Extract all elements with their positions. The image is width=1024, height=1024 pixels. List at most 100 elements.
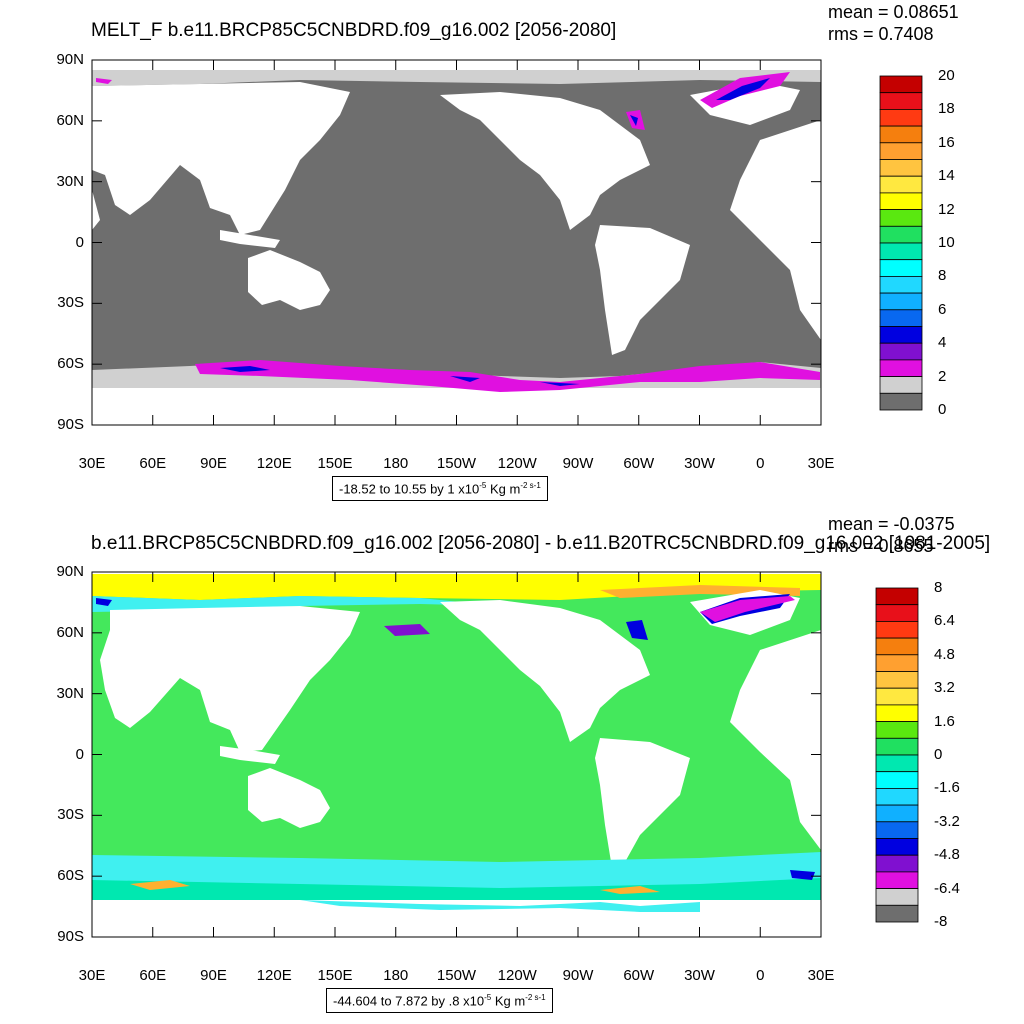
y-tick-label: 0 [75, 233, 84, 251]
legend-label: 3.2 [934, 679, 955, 697]
legend-color-box [875, 804, 919, 823]
legend-label: 0 [938, 401, 947, 418]
legend-color-box [875, 721, 919, 739]
legend-label: 16 [938, 133, 955, 151]
panel2-units-exp: -5 [484, 993, 492, 1002]
legend-label: 6 [938, 300, 947, 318]
panel1-contour-info: -18.52 to 10.55 by 1 x10-5 Kg m-2 s-1 [332, 476, 548, 502]
x-tick-label: 30E [807, 967, 835, 984]
panel2-indonesia [220, 746, 280, 764]
x-tick-label: 180 [383, 455, 409, 472]
legend-color-box [875, 854, 919, 873]
legend-label: 0 [934, 746, 943, 763]
legend-color-box [879, 259, 923, 277]
y-tick-label: 60S [57, 867, 84, 885]
x-tick-label: 30E [807, 455, 835, 472]
panel1-europe-africa [730, 120, 821, 340]
legend-color-box [879, 209, 923, 227]
y-tick-label: 90S [57, 928, 84, 945]
y-tick-label: 60S [57, 355, 84, 373]
panel1-rms: rms = 0.7408 [828, 24, 934, 44]
legend-color-box [879, 359, 923, 377]
panel1-indonesia [220, 230, 280, 248]
legend-color-box [879, 125, 923, 144]
legend-label: 12 [938, 200, 955, 218]
legend-color-box [879, 275, 923, 294]
legend-color-box [875, 587, 919, 606]
legend-color-box [879, 159, 923, 177]
panel1-africa [92, 190, 100, 230]
legend-color-box [875, 888, 919, 906]
panel2-contour-info: -44.604 to 7.872 by .8 x10-5 Kg m-2 s-1 [326, 988, 553, 1014]
y-tick-label: 0 [75, 745, 84, 763]
panel2-units-exp2: -2 s-1 [525, 993, 546, 1002]
x-tick-label: 150E [317, 455, 353, 472]
panel1-north-america [440, 92, 650, 230]
legend-color-box [879, 309, 923, 327]
panel1-south-america [595, 225, 690, 355]
legend-color-box [875, 904, 919, 923]
y-tick-label: 60N [56, 111, 84, 129]
legend-label: 20 [938, 67, 955, 84]
panel2-australia [248, 768, 330, 828]
legend-label: 6.4 [934, 612, 955, 630]
legend-color-box [875, 871, 919, 890]
legend-color-box [879, 326, 923, 344]
legend-label: -1.6 [934, 779, 960, 797]
legend-label: -3.2 [934, 812, 960, 830]
panel2-south-america [595, 738, 690, 868]
legend-label: -6.4 [934, 879, 960, 897]
panel1-units-name: Kg m [490, 481, 521, 497]
legend-label: 4 [938, 334, 947, 352]
legend-color-box [875, 771, 919, 789]
panel1-map [91, 59, 822, 426]
x-tick-label: 60W [623, 967, 655, 984]
x-tick-label: 150E [317, 967, 353, 984]
legend-color-box [875, 704, 919, 723]
panel1-title: MELT_F b.e11.BRCP85C5CNBDRD.f09_g16.002 … [91, 20, 617, 41]
x-tick-label: 90W [562, 967, 594, 984]
x-tick-label: 120E [256, 455, 292, 472]
x-tick-label: 30E [78, 967, 106, 984]
legend-color-box [879, 342, 923, 361]
legend-label: 4.8 [934, 645, 955, 663]
y-tick-label: 90N [56, 563, 84, 580]
legend-color-box [879, 292, 923, 311]
legend-color-box [875, 621, 919, 639]
panel1-units-prefix: x10 [458, 481, 480, 497]
panel2-mean: mean = -0.0375 [828, 514, 955, 534]
axis-ticks [91, 59, 822, 938]
legend-label: 2 [938, 367, 947, 385]
legend-color-box [879, 142, 923, 160]
x-tick-label: 30W [684, 455, 715, 472]
legend-color-box [879, 376, 923, 394]
x-tick-label: 60E [139, 455, 167, 472]
x-tick-label: 60E [139, 967, 167, 984]
legend-color-box [879, 225, 923, 244]
x-tick-label: 30E [78, 455, 106, 472]
panel2-units-prefix: x10 [463, 993, 485, 1009]
legend-color-box [875, 821, 919, 839]
x-tick-label: 120W [497, 967, 537, 984]
panel2-units-name: Kg m [494, 993, 526, 1009]
y-tick-label: 30N [56, 684, 84, 702]
panel1-units-exp: -5 [479, 481, 487, 490]
legend-color-box [875, 671, 919, 689]
panel2-north-america [440, 600, 650, 742]
legend-color-box [879, 242, 923, 261]
panel2-range-text: -44.604 to 7.872 by .8 [333, 993, 460, 1009]
panel2-rms: rms = 0.8655 [828, 536, 934, 556]
x-tick-label: 120W [497, 455, 537, 472]
panel2-legend [875, 587, 919, 923]
legend-color-box [879, 175, 923, 194]
legend-label: 10 [938, 234, 955, 251]
y-tick-label: 90S [57, 416, 84, 433]
x-tick-label: 180 [383, 967, 409, 984]
x-tick-label: 60W [623, 455, 655, 472]
panel1-legend [879, 75, 923, 411]
legend-color-box [875, 737, 919, 756]
legend-label: -8 [934, 913, 948, 930]
panel1-units-exp2: -2 s-1 [520, 481, 541, 490]
panel2-europe-africa [730, 630, 821, 850]
